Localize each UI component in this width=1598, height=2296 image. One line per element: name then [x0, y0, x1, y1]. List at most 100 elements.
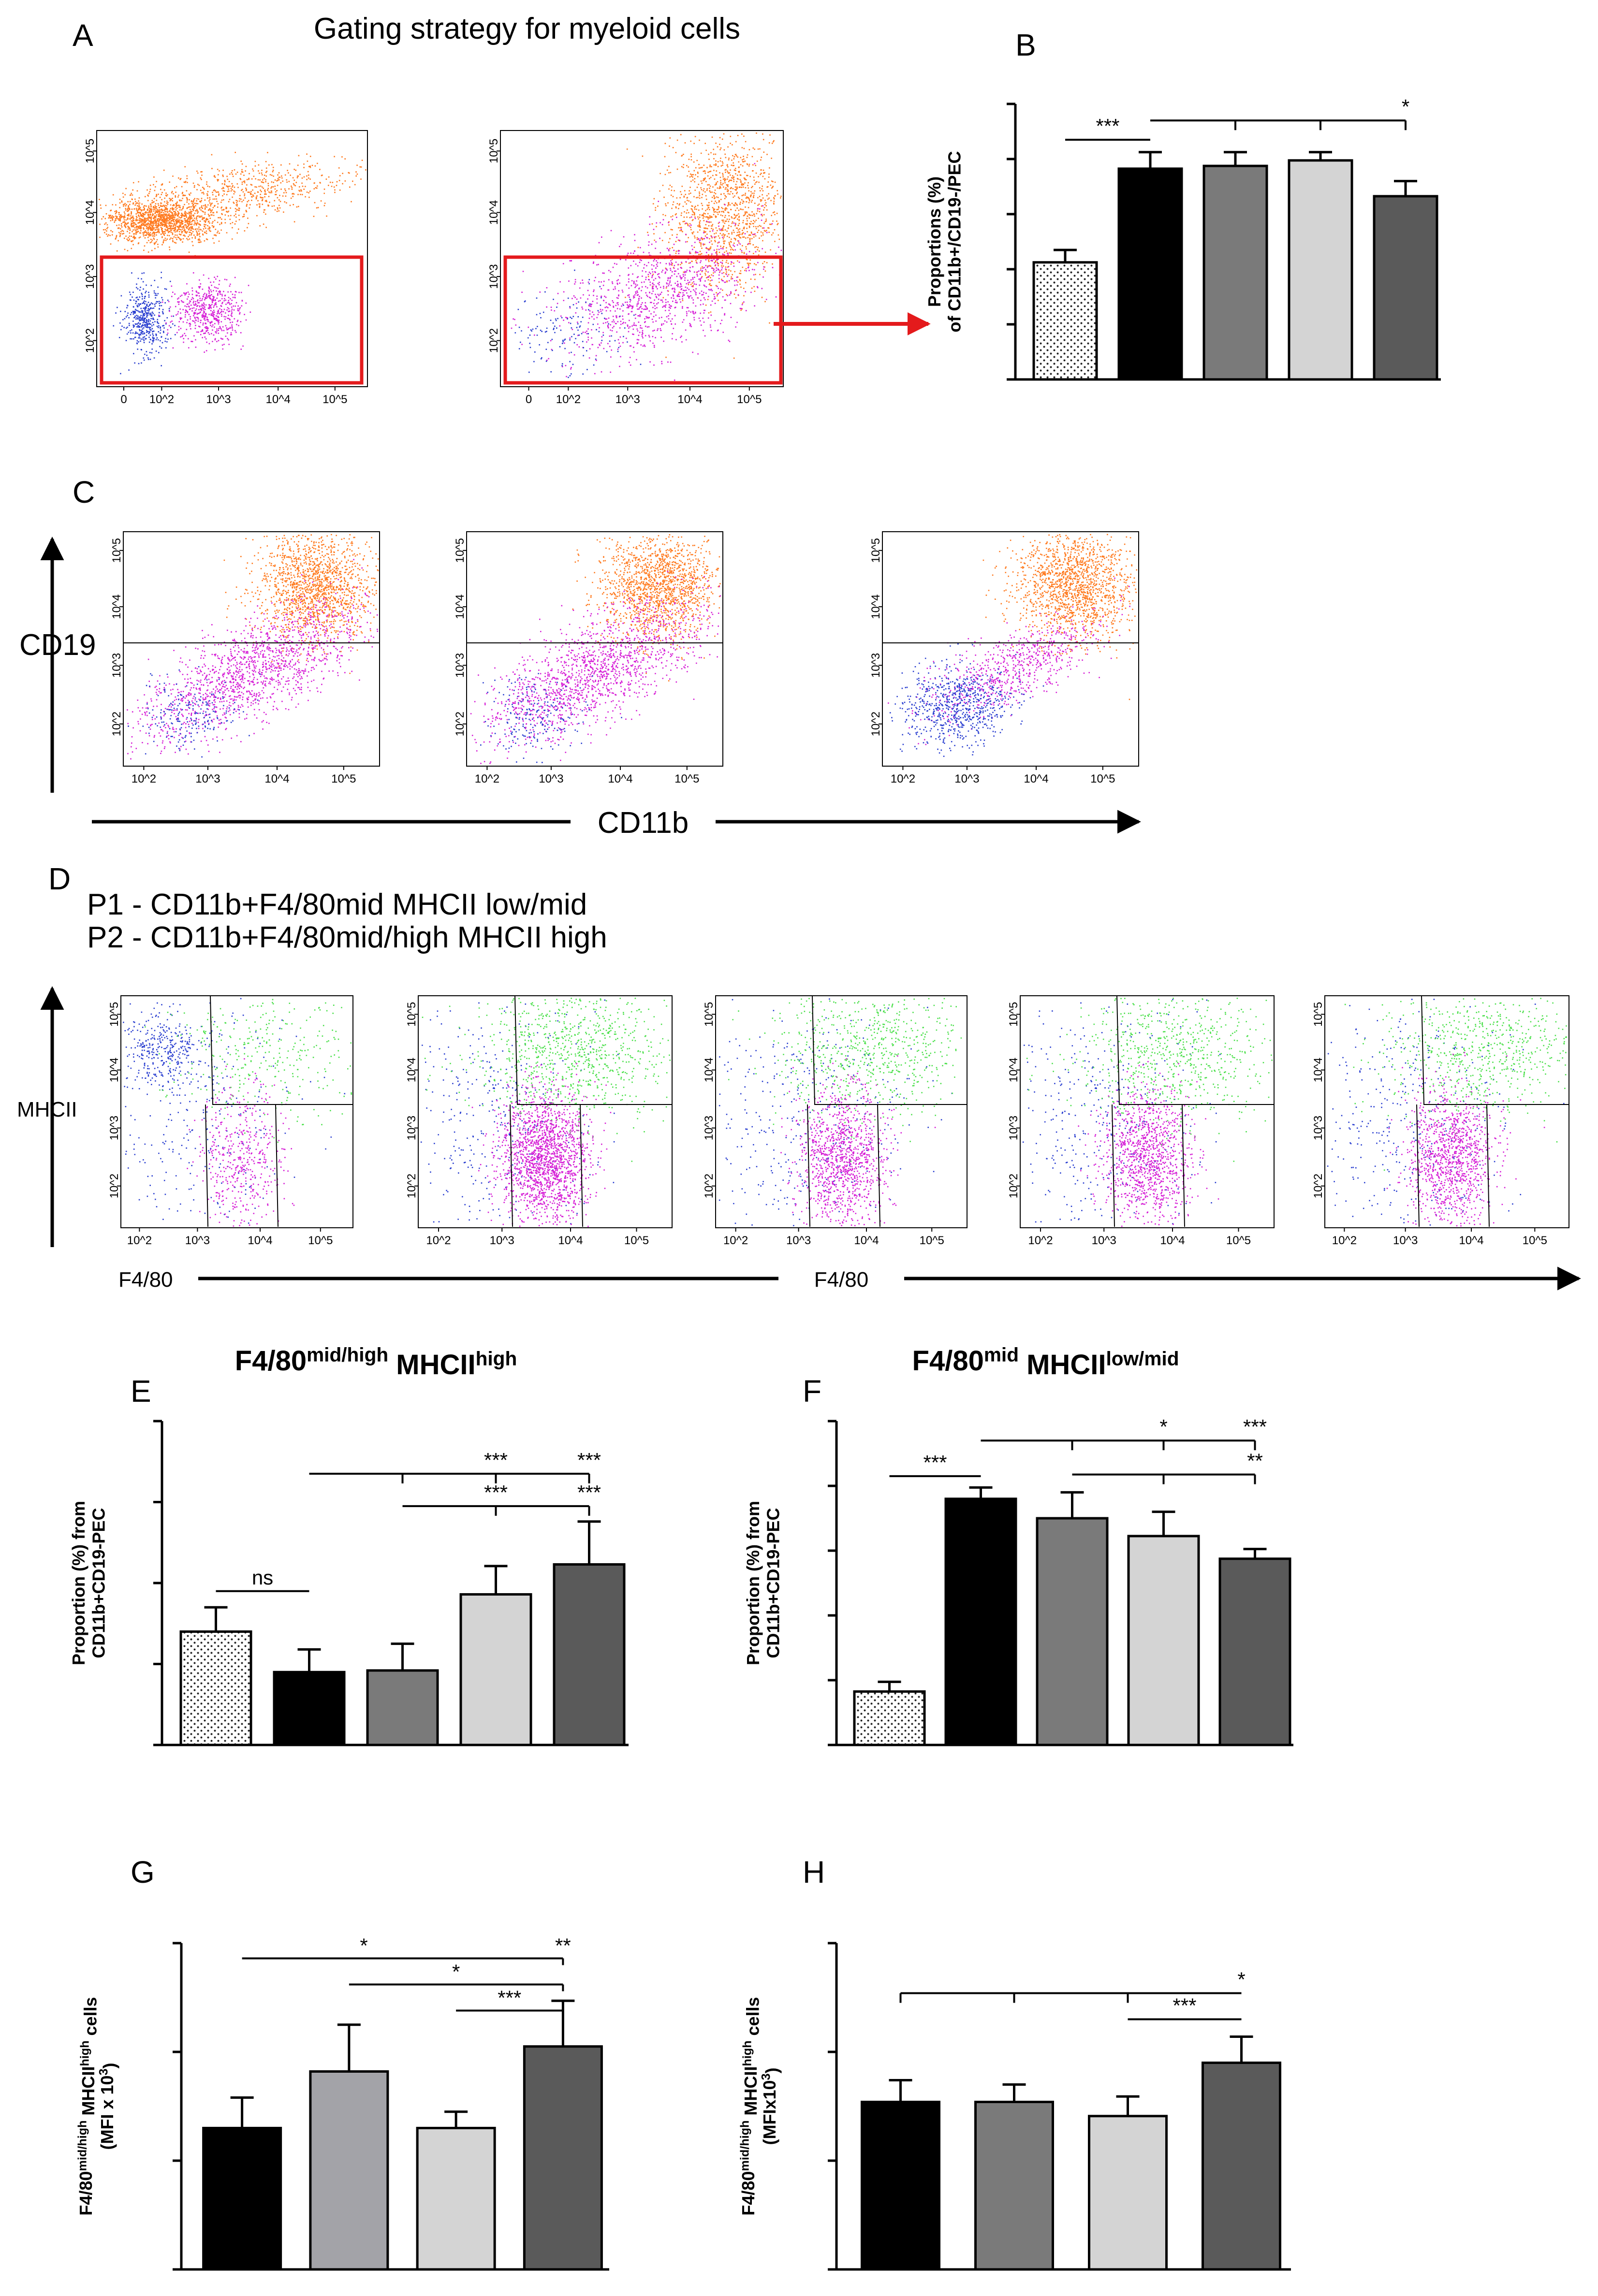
bar-dle: [459, 1593, 532, 1746]
bar-dle: [416, 2127, 496, 2271]
significance-label: *: [1159, 1415, 1167, 1438]
flow-y-tick-label: 10^4: [869, 595, 882, 619]
flow-x-tick-label: 10^3: [195, 772, 220, 785]
flow-y-tick-label: 10^5: [110, 538, 123, 563]
flow-x-tick-label: 10^5: [1226, 1234, 1251, 1247]
flow-plot-frame: [466, 531, 723, 767]
flow-x-tick-label: 10^2: [149, 393, 174, 406]
flow-y-tick-label: 10^2: [405, 1174, 418, 1198]
flow-x-tick-label: 10^4: [266, 393, 291, 406]
flow-y-tick-label: 10^2: [108, 1174, 121, 1198]
flow-y-tick-label: 10^3: [869, 653, 882, 678]
significance-label: **: [555, 1934, 571, 1957]
panel-d-xaxis-label-mid: F4/80: [814, 1268, 869, 1292]
significance-label: ***: [923, 1451, 947, 1474]
scatter-cloud: [982, 534, 1138, 700]
flow-y-tick-label: 10^2: [1007, 1174, 1020, 1198]
flow-y-tick-label: 10^4: [487, 200, 500, 225]
flow-x-tick-label: 10^4: [1459, 1234, 1483, 1247]
panel-d-flow-plots: 10^2 10^3 10^4 10^5 10^2 10^3 10^4 10^5 10^2 10^3…: [108, 995, 1569, 1247]
bar-chart-e: F4/80mid/high​ MHCIIhigh​ Proportion (%) …: [69, 1344, 629, 1746]
p1-gate: [1112, 1104, 1185, 1227]
p2-gate: [812, 995, 967, 1105]
significance-label: *: [360, 1934, 367, 1957]
significance-label: ***: [1173, 1994, 1196, 2017]
p2-gate: [210, 995, 353, 1105]
flow-x-tick-label: 10^2: [127, 1234, 152, 1247]
flow-x-tick-label: 10^3: [539, 772, 563, 785]
flow-x-tick-label: 10^2: [556, 393, 581, 406]
panel-d-legend-p2: P2 - CD11b+F4/80mid/high MHCII high: [87, 921, 607, 954]
flow-x-tick-label: 10^5: [1523, 1234, 1547, 1247]
flow-y-tick-label: 10^5: [84, 139, 97, 163]
flow-x-tick-label: 0: [120, 393, 127, 406]
flow-y-tick-label: 10^2: [1312, 1174, 1325, 1198]
flow-plot-frame: [120, 995, 353, 1228]
flow-y-tick-label: 10^5: [869, 538, 882, 563]
flow-x-tick-label: 10^2: [132, 772, 156, 785]
p2-gate: [1421, 995, 1569, 1105]
bar-abz: [1036, 1517, 1109, 1746]
significance-label: ***: [484, 1449, 508, 1471]
flow-x-tick-label: 10^4: [677, 393, 702, 406]
flow-plot-c-abz: 10^2 10^3 10^4 10^5 10^2 10^3 10^4 10^5: [110, 531, 380, 785]
flow-y-tick-label: 10^3: [110, 653, 123, 678]
flow-x-tick-label: 10^5: [1090, 772, 1115, 785]
flow-y-tick-label: 10^5: [454, 538, 467, 563]
flow-x-tick-label: 10^4: [1024, 772, 1048, 785]
panel-c-xaxis-label: CD11b: [598, 806, 689, 840]
flow-y-tick-label: 10^2: [703, 1174, 716, 1198]
flow-x-tick-label: 10^4: [854, 1234, 879, 1247]
panel-letter-e: E: [131, 1374, 151, 1409]
chart-title: F4/80mid/high​ MHCIIhigh​: [235, 1344, 517, 1381]
flow-y-tick-label: 10^4: [1312, 1058, 1325, 1082]
flow-y-tick-label: 10^3: [108, 1116, 121, 1140]
cd19-negative-gate: [100, 255, 364, 385]
flow-x-tick-label: 10^4: [608, 772, 632, 785]
flow-plot-d-abz: 10^2 10^3 10^4 10^5 10^2 10^3 10^4 10^5: [703, 995, 968, 1247]
scatter-cloud: [718, 998, 953, 1226]
flow-x-tick-label: 10^5: [737, 393, 762, 406]
flow-x-tick-label: 10^2: [1332, 1234, 1357, 1247]
panel-c-flow-plots: 10^2 10^3 10^4 10^5 10^2 10^3 10^4 10^5 10^2 10^3…: [110, 531, 1139, 785]
flow-y-tick-label: 10^3: [703, 1116, 716, 1140]
scatter-cloud: [123, 1002, 257, 1104]
flow-plot-d-ctrl: 10^2 10^3 10^4 10^5 10^2 10^3 10^4 10^5: [108, 995, 353, 1247]
bar-abz-dle: [1373, 195, 1438, 381]
significance-label: ***: [484, 1481, 508, 1504]
flow-y-tick-label: 10^2: [487, 328, 500, 353]
flow-y-tick-label: 10^3: [454, 653, 467, 678]
flow-y-tick-label: 10^4: [1007, 1058, 1020, 1082]
bar-ctrl: [1032, 261, 1098, 381]
flow-x-tick-label: 10^2: [723, 1234, 748, 1247]
flow-x-tick-label: 10^3: [206, 393, 231, 406]
flow-y-tick-label: 10^5: [487, 139, 500, 163]
panel-letter-g: G: [131, 1855, 155, 1889]
flow-y-tick-label: 10^5: [1312, 1002, 1325, 1027]
panel-c-xlabel-bg: [571, 800, 716, 839]
scatter-cloud: [572, 534, 721, 682]
scatter-cloud: [99, 184, 264, 257]
panel-d-xlabel-bg: [778, 1262, 904, 1295]
flow-x-tick-label: 10^2: [1028, 1234, 1053, 1247]
bar-chart-b: Proportions (%)of CD11b+/CD19-/PEC****: [924, 95, 1441, 381]
p1-gate: [205, 1104, 279, 1227]
flow-x-tick-label: 10^3: [616, 393, 640, 406]
scatter-cloud: [113, 272, 176, 375]
bar-inf: [202, 2127, 282, 2271]
bar-charts: Proportions (%)of CD11b+/CD19-/PEC**** F4…: [69, 95, 1441, 2271]
flow-plot-frame: [123, 531, 380, 767]
flow-plot-c-abz-dle: 10^2 10^3 10^4 10^5 10^2 10^3 10^4 10^5: [869, 531, 1139, 785]
flow-y-tick-label: 10^3: [84, 264, 97, 289]
flow-plot-a-ctrl: 0 10^2 10^3 10^4 10^5 10^2 10^3 10^4 10^5: [84, 130, 368, 406]
flow-y-tick-label: 10^3: [405, 1116, 418, 1140]
flow-plot-d-abz-dle: 10^2 10^3 10^4 10^5 10^2 10^3 10^4 10^5: [1312, 995, 1569, 1247]
bar-abz: [1202, 164, 1268, 381]
significance-label: *: [1237, 1968, 1245, 1991]
bar-abz-dle: [1218, 1557, 1291, 1746]
bar-inf: [861, 2101, 940, 2271]
flow-plot-frame: [882, 531, 1139, 767]
flow-y-tick-label: 10^4: [108, 1058, 121, 1082]
chart-title: F4/80mid​ MHCIIlow/mid​: [912, 1344, 1179, 1381]
